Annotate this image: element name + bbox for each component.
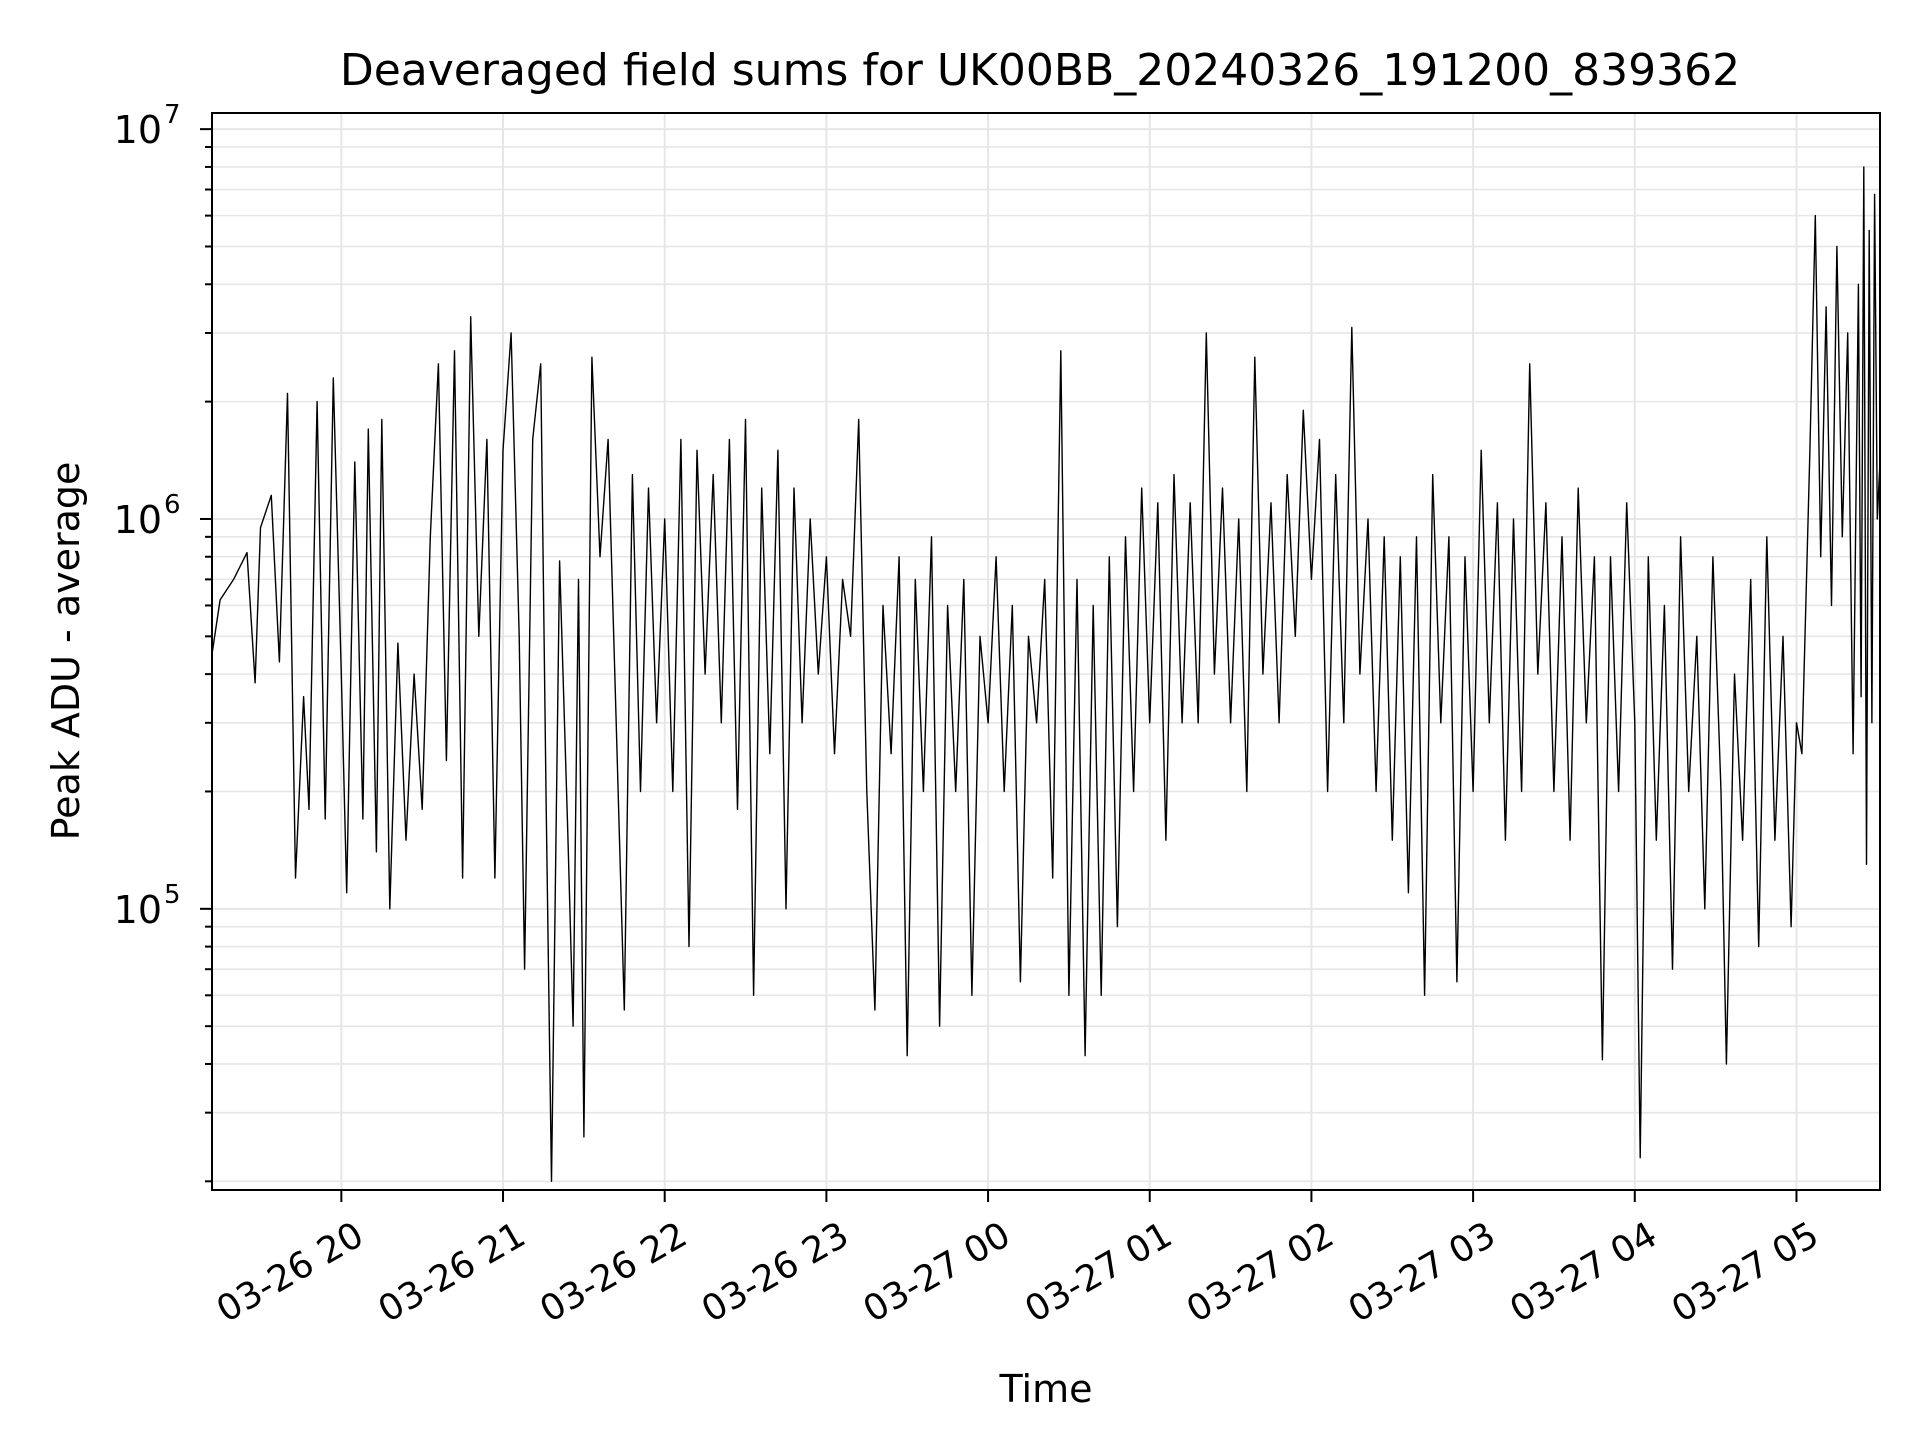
- series-layer: [211, 166, 1881, 1182]
- chart-title: Deaveraged field sums for UK00BB_2024032…: [340, 45, 1740, 96]
- y-tick-label-exponent: 7: [164, 100, 181, 130]
- y-tick-label-base: 10: [114, 888, 162, 932]
- y-tick-label: 10 6: [114, 490, 181, 542]
- y-tick-label-base: 10: [114, 108, 162, 152]
- y-tick-label-exponent: 6: [164, 490, 181, 520]
- series-line: [211, 166, 1881, 1182]
- plot-frame: [211, 112, 1881, 1191]
- y-tick-label: 10 5: [114, 880, 181, 932]
- y-tick-label: 10 7: [114, 100, 181, 152]
- grid-layer: [212, 113, 1880, 1190]
- y-tick-label-exponent: 5: [164, 880, 181, 910]
- y-tick-label-base: 10: [114, 498, 162, 542]
- y-axis-label: Peak ADU - average: [44, 462, 88, 841]
- x-axis-label: Time: [999, 1367, 1093, 1411]
